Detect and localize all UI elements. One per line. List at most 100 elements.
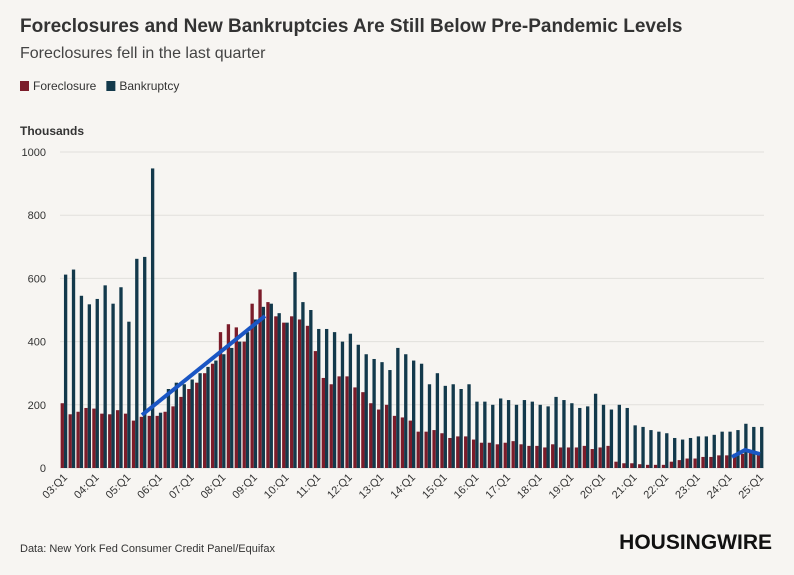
bar (103, 285, 107, 468)
bar (665, 433, 669, 468)
bar (440, 433, 444, 468)
bar (163, 411, 167, 468)
bar (471, 439, 476, 468)
bar (282, 322, 286, 468)
bar (198, 373, 202, 468)
bar (412, 360, 416, 468)
bar (372, 358, 376, 468)
bar (677, 460, 681, 468)
bar (253, 319, 258, 468)
source: Data: New York Fed Consumer Credit Panel… (20, 543, 275, 555)
bar (570, 403, 574, 468)
bar (71, 269, 76, 468)
bar (166, 389, 171, 468)
chart-subtitle: Foreclosures fell in the last quarter (20, 45, 266, 62)
bar (63, 274, 68, 468)
chart-title: Foreclosures and New Bankruptcies Are St… (20, 16, 682, 37)
bar (361, 392, 365, 468)
bar (356, 344, 360, 468)
bar (206, 366, 210, 468)
bar (451, 384, 455, 468)
bar (617, 404, 621, 468)
bar (266, 302, 270, 468)
bar (693, 458, 697, 468)
bar (495, 444, 500, 468)
bar (744, 423, 748, 468)
bar (483, 401, 487, 468)
bar (760, 426, 764, 468)
bar (111, 303, 115, 468)
bar (237, 341, 242, 468)
bar (340, 341, 345, 468)
bar (384, 404, 389, 468)
bar (491, 404, 495, 468)
bar (210, 363, 215, 468)
trend-annotation (731, 447, 761, 459)
bar (740, 453, 745, 468)
bar (317, 328, 321, 468)
y-tick-label: 800 (28, 210, 46, 222)
bar (155, 415, 159, 468)
bar (404, 354, 408, 468)
bar (123, 413, 128, 468)
bar (135, 258, 139, 468)
bar (554, 396, 558, 468)
bar (435, 373, 440, 468)
bar (95, 298, 99, 468)
trend-annotation (140, 314, 267, 417)
bar (432, 430, 436, 468)
bar (76, 411, 80, 468)
bar (309, 310, 313, 468)
bar (752, 426, 756, 468)
bar (653, 464, 658, 468)
bar (190, 379, 194, 468)
bar (218, 332, 223, 468)
bar (364, 354, 368, 468)
legend-label: Bankruptcy (119, 79, 179, 93)
bar (736, 430, 740, 468)
bar (609, 409, 614, 468)
bar (60, 403, 64, 468)
bar (475, 401, 479, 468)
bar (313, 351, 318, 468)
bar (348, 333, 353, 468)
y-tick-label: 400 (28, 337, 46, 349)
bar (443, 385, 447, 468)
bar (725, 455, 729, 468)
bar (150, 168, 155, 468)
bar (353, 387, 357, 468)
bar (84, 407, 88, 468)
bar (566, 447, 571, 468)
bar (285, 322, 289, 468)
bar (641, 426, 645, 468)
bar (158, 412, 163, 468)
bar (230, 347, 234, 468)
y-tick-label: 0 (40, 463, 46, 475)
bar (657, 431, 661, 468)
bar (261, 306, 266, 468)
y-axis-label: Thousands (20, 124, 84, 138)
bar (380, 362, 384, 468)
bar (720, 431, 724, 468)
bar (645, 464, 650, 468)
bar (293, 272, 297, 468)
bar (369, 403, 373, 468)
bar (685, 458, 689, 468)
legend-swatch (106, 81, 116, 91)
bar (277, 313, 281, 468)
bar (701, 456, 705, 468)
y-tick-label: 200 (28, 400, 46, 412)
bar (669, 461, 674, 468)
bar (712, 434, 716, 468)
bar (649, 430, 653, 468)
bar (456, 436, 460, 468)
bar (709, 456, 713, 468)
bar (143, 256, 147, 468)
bar (574, 447, 579, 468)
bar (748, 452, 753, 468)
bar (688, 437, 693, 468)
bar (400, 417, 405, 468)
bar (242, 341, 246, 468)
bar (321, 377, 325, 468)
